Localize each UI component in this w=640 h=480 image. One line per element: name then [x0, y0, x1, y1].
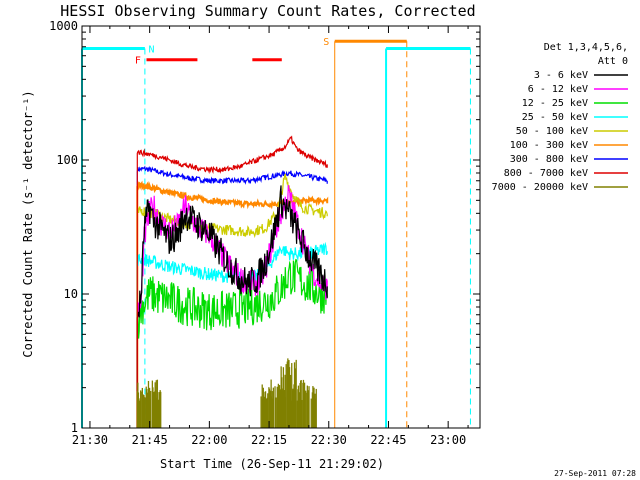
- y-tick-label: 1000: [49, 19, 78, 33]
- legend-label: 3 - 6 keV: [534, 70, 588, 81]
- legend-label: 100 - 300 keV: [510, 140, 588, 151]
- x-axis-label: Start Time (26-Sep-11 21:29:02): [160, 457, 384, 471]
- series-line: [136, 185, 328, 428]
- saa-label: N: [148, 44, 154, 55]
- legend-label: 6 - 12 keV: [528, 84, 588, 95]
- x-tick-label: 22:15: [251, 433, 287, 447]
- y-axis-label: Corrected Count Rate (s⁻¹ detector⁻¹): [21, 90, 35, 357]
- series-line: [136, 165, 328, 428]
- y-tick-label: 10: [64, 287, 78, 301]
- s-label: S: [323, 37, 329, 48]
- legend-label: 50 - 100 keV: [516, 126, 588, 137]
- legend-label: 25 - 50 keV: [522, 112, 588, 123]
- x-tick-label: 23:00: [430, 433, 466, 447]
- series-layer: [136, 135, 329, 428]
- x-tick-label: 22:45: [370, 433, 406, 447]
- axis-layer: 21:30 21:45 22:00 22:15 22:30 22:45 23:00 1 10 10…: [49, 19, 481, 447]
- x-tick-label: 21:45: [132, 433, 168, 447]
- series-line: [136, 173, 328, 428]
- legend-label: 7000 - 20000 keV: [492, 182, 588, 193]
- legend: Det 1,3,4,5,6, Att 0 3 - 6 keV 6 - 12 keV 12…: [492, 42, 628, 193]
- plot-frame: [81, 25, 481, 429]
- x-tick-label: 21:30: [72, 433, 108, 447]
- y-tick-label: 1: [71, 421, 78, 435]
- legend-label: 300 - 800 keV: [510, 154, 588, 165]
- legend-label: 800 - 7000 keV: [504, 168, 588, 179]
- x-tick-label: 22:00: [191, 433, 227, 447]
- chart-title: HESSI Observing Summary Count Rates, Cor…: [60, 2, 475, 20]
- y-tick-label: 100: [56, 153, 78, 167]
- x-tick-label: 22:30: [311, 433, 347, 447]
- flare-label: F: [135, 56, 141, 67]
- timestamp: 27-Sep-2011 07:28: [554, 469, 636, 478]
- legend-label: 12 - 25 keV: [522, 98, 588, 109]
- series-line: [136, 135, 328, 428]
- series-line: [136, 258, 328, 428]
- legend-title: Det 1,3,4,5,6,: [544, 42, 628, 53]
- legend-title: Att 0: [598, 56, 628, 67]
